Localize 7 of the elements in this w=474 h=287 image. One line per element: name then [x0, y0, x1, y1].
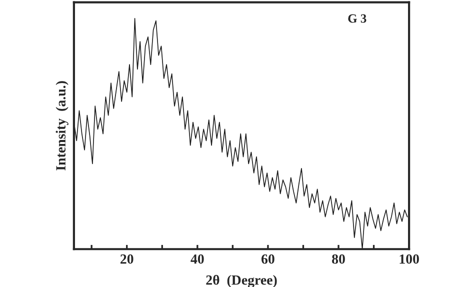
x-tick-label: 20	[120, 254, 134, 264]
x-tick-label: 80	[332, 254, 345, 264]
x-tick-label: 100	[400, 254, 419, 264]
y-axis-title: Intensity (a.u.)	[56, 81, 68, 170]
annotation: G 3	[348, 14, 366, 23]
x-tick-label: 60	[261, 254, 274, 264]
x-tick-label: 40	[190, 254, 204, 264]
